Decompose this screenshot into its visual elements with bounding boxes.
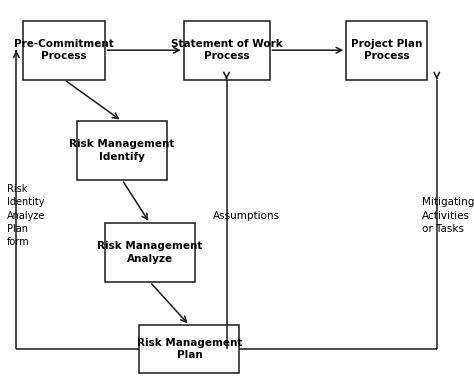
Text: Assumptions: Assumptions <box>213 211 280 221</box>
Text: Pre-Commitment
Process: Pre-Commitment Process <box>14 39 114 61</box>
Text: Statement of Work
Process: Statement of Work Process <box>171 39 283 61</box>
Text: Project Plan
Process: Project Plan Process <box>351 39 422 61</box>
Bar <box>105 223 195 282</box>
Bar <box>77 121 167 180</box>
Text: Risk Management
Identify: Risk Management Identify <box>69 139 175 162</box>
Text: Risk
Identity
Analyze
Plan
form: Risk Identity Analyze Plan form <box>7 184 46 247</box>
Text: Risk Management
Analyze: Risk Management Analyze <box>97 241 202 264</box>
Bar <box>183 21 270 80</box>
Text: Risk Management
Plan: Risk Management Plan <box>137 338 242 360</box>
Bar <box>139 325 239 373</box>
Bar <box>346 21 428 80</box>
Bar <box>23 21 105 80</box>
Text: Mitigating
Activities
or Tasks: Mitigating Activities or Tasks <box>422 198 474 234</box>
